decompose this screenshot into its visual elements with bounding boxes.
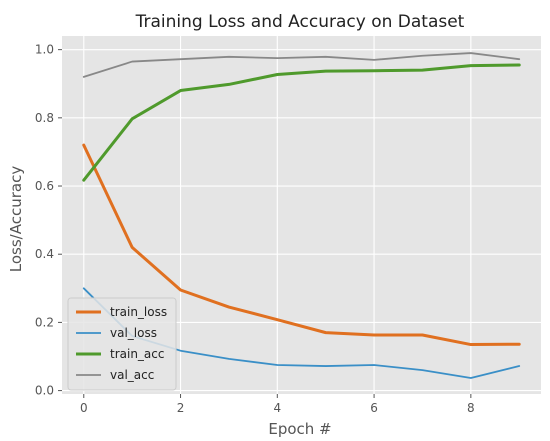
y-axis-label: Loss/Accuracy [7,166,25,273]
y-tick-label: 0.2 [35,315,54,329]
y-axis-ticks: 0.0 0.2 0.4 0.6 0.8 1.0 [35,43,62,398]
legend-box [67,297,177,391]
legend-label: train_loss [110,305,167,319]
x-tick-label: 6 [370,401,378,415]
series-line-train-loss [82,143,521,347]
legend-label: train_acc [110,347,164,361]
y-tick-label: 0.8 [35,111,54,125]
y-tick-label: 1.0 [35,43,54,57]
x-tick-label: 8 [467,401,475,415]
x-axis-ticks: 0 2 4 6 8 [80,394,475,415]
x-axis-label: Epoch # [268,420,331,438]
x-tick-label: 4 [273,401,281,415]
x-tick-label: 0 [80,401,88,415]
series-line-train-acc [82,63,521,182]
chart-title: Training Loss and Accuracy on Dataset [135,12,465,32]
y-tick-label: 0.6 [35,179,54,193]
legend: train_loss val_loss train_acc val_acc [67,297,177,391]
legend-label: val_acc [110,368,154,382]
legend-label: val_loss [110,326,157,340]
x-tick-label: 2 [177,401,185,415]
y-tick-label: 0.0 [35,384,54,398]
series-line-val-acc [82,52,521,78]
y-tick-label: 0.4 [35,247,54,261]
